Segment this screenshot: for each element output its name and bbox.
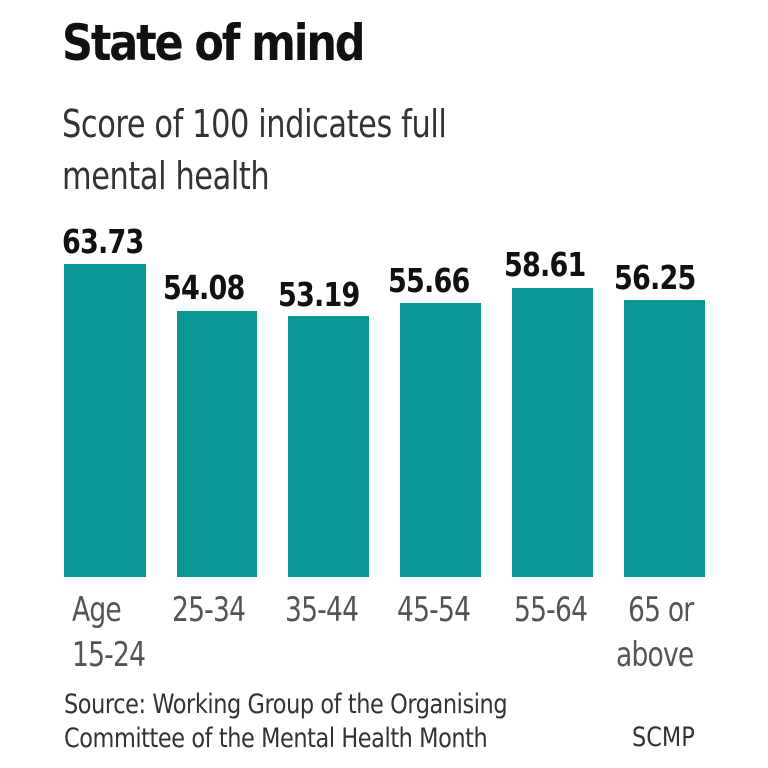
category-label: 65 or above: [616, 588, 694, 678]
category-label: 35-44: [285, 588, 359, 633]
bar-age-55-64: [512, 288, 593, 577]
category-label: 55-64: [514, 588, 588, 633]
value-label: 63.73: [62, 222, 144, 261]
category-label-line-1: 25-34: [172, 590, 246, 630]
category-label-line-2: above: [616, 635, 694, 675]
category-label: Age 15-24: [72, 588, 146, 678]
category-label-line-1: 35-44: [285, 590, 359, 630]
bar-age-15-24: [64, 264, 146, 577]
category-label-line-1: 45-54: [397, 590, 471, 630]
subtitle-line-1: Score of 100 indicates full: [62, 102, 447, 146]
value-label: 56.25: [614, 258, 696, 297]
value-label: 55.66: [388, 261, 470, 300]
category-label-line-2: 15-24: [72, 635, 146, 675]
bar-age-45-54: [400, 303, 481, 577]
category-label-line-1: Age: [72, 590, 122, 630]
source-line-1: Source: Working Group of the Organising: [64, 689, 508, 720]
category-label: 25-34: [172, 588, 246, 633]
category-label-line-1: 65 or: [628, 590, 694, 630]
source-line-2: Committee of the Mental Health Month: [64, 723, 488, 754]
category-label: 45-54: [397, 588, 471, 633]
source-note: Source: Working Group of the Organising C…: [64, 688, 508, 756]
credit-label: SCMP: [632, 722, 695, 753]
bar-age-25-34: [177, 311, 257, 577]
value-label: 53.19: [278, 275, 360, 314]
value-label: 54.08: [163, 268, 245, 307]
chart-title: State of mind: [62, 14, 366, 72]
subtitle-line-2: mental health: [62, 154, 270, 198]
bar-age-35-44: [288, 316, 369, 577]
chart-subtitle: Score of 100 indicates full mental healt…: [62, 98, 574, 202]
bar-age-65-or-above: [624, 300, 705, 577]
category-label-line-1: 55-64: [514, 590, 588, 630]
value-label: 58.61: [504, 245, 586, 284]
